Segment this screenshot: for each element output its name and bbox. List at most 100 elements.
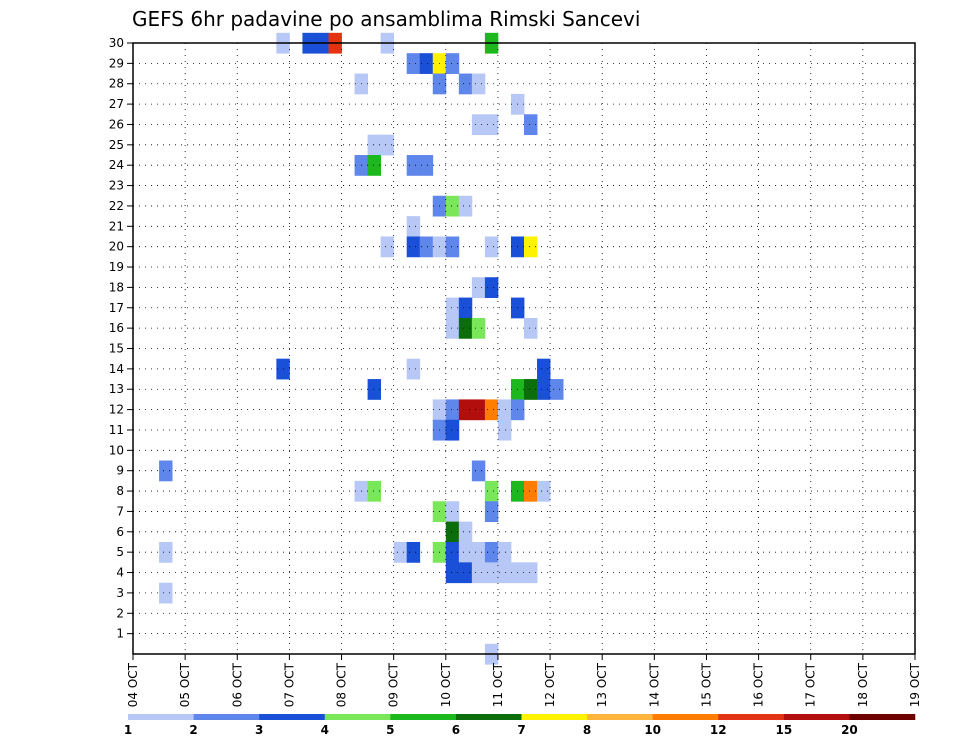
heatmap-cell	[445, 53, 460, 74]
colorbar-label: 7	[517, 723, 525, 737]
heatmap-cell	[445, 399, 460, 421]
x-tick-label: 08 OCT	[335, 662, 349, 707]
y-tick-label: 10	[109, 443, 124, 457]
heatmap-cell	[367, 379, 382, 400]
y-tick-label: 11	[109, 423, 124, 437]
y-tick-label: 28	[109, 77, 124, 91]
x-tick-label: 05 OCT	[178, 662, 192, 707]
heatmap-cell	[471, 562, 486, 584]
colorbar-swatch	[849, 714, 916, 720]
heatmap-cell	[406, 216, 421, 237]
heatmap-cell	[458, 73, 473, 95]
colorbar-swatch	[521, 714, 588, 720]
x-tick-label: 18 OCT	[856, 662, 870, 707]
colorbar-label: 20	[841, 723, 858, 737]
heatmap-cell	[445, 562, 460, 584]
colorbar-label: 2	[189, 723, 197, 737]
colorbar-label: 1	[124, 723, 132, 737]
heatmap-cell	[524, 562, 538, 584]
heatmap-cell	[406, 541, 421, 563]
y-tick-label: 12	[109, 403, 124, 417]
heatmap-cell	[471, 114, 486, 136]
heatmap-cell	[497, 419, 512, 441]
heatmap-cell	[471, 317, 486, 339]
heatmap-cell	[458, 541, 473, 563]
colorbar-label: 5	[386, 723, 394, 737]
heatmap-cell	[471, 277, 486, 298]
heatmap-cell	[458, 399, 473, 421]
heatmap-cell	[484, 277, 499, 298]
colorbar: 1 2 3 4 5 6 7 8 10 12 15 20	[124, 714, 916, 737]
y-tick-label: 20	[109, 240, 124, 254]
y-tick-label: 18	[109, 280, 124, 294]
heatmap-cell	[445, 195, 460, 217]
x-tick-label: 10 OCT	[439, 662, 453, 707]
colorbar-swatch	[259, 714, 326, 720]
x-tick-label: 13 OCT	[595, 662, 609, 707]
heatmap-cell	[367, 134, 382, 156]
heatmap-cell	[406, 53, 421, 74]
grid	[133, 42, 915, 654]
y-tick-label: 30	[109, 36, 124, 50]
colorbar-label: 6	[452, 723, 460, 737]
heatmap-cell	[445, 419, 460, 441]
y-tick-label: 8	[116, 484, 124, 498]
heatmap-cell	[159, 460, 173, 482]
heatmap-cell	[484, 399, 499, 421]
y-tick-label: 27	[109, 97, 124, 111]
colorbar-label: 10	[644, 723, 661, 737]
heatmap-cell	[484, 480, 499, 502]
y-tick-label: 17	[109, 301, 124, 315]
heatmap-cell	[537, 358, 551, 380]
heatmap-cell	[471, 399, 486, 421]
heatmap-cell	[471, 541, 486, 563]
heatmap-cell	[159, 541, 173, 563]
y-tick-label: 16	[109, 321, 124, 335]
x-tick-label: 12 OCT	[543, 662, 557, 707]
x-tick-label: 09 OCT	[387, 662, 401, 707]
x-tick-label: 04 OCT	[126, 662, 140, 707]
x-tick-label: 11 OCT	[491, 662, 505, 707]
heatmap-cell	[524, 379, 538, 400]
heatmap-cell	[367, 480, 382, 502]
heatmap-cell	[484, 562, 499, 584]
heatmap-cell	[458, 297, 473, 319]
y-tick-label: 24	[109, 158, 124, 172]
heatmap-cell	[497, 399, 512, 421]
y-tick-label: 29	[109, 56, 124, 70]
heatmap-cell	[524, 236, 538, 258]
heatmap-cell	[458, 317, 473, 339]
y-tick-label: 23	[109, 179, 124, 193]
y-tick-label: 5	[116, 545, 124, 559]
heatmap-cell	[419, 236, 434, 258]
heatmap-cell	[497, 562, 512, 584]
colorbar-label: 4	[321, 723, 329, 737]
colorbar-swatch	[390, 714, 457, 720]
heatmap-cell	[406, 358, 421, 380]
colorbar-label: 15	[775, 723, 792, 737]
colorbar-swatch	[455, 714, 522, 720]
colorbar-swatch	[652, 714, 719, 720]
y-tick-label: 25	[109, 138, 124, 152]
heatmap-cell	[458, 195, 473, 217]
colorbar-swatch	[128, 714, 194, 720]
x-tick-label: 14 OCT	[647, 662, 661, 707]
y-tick-label: 6	[116, 525, 124, 539]
chart-title: GEFS 6hr padavine po ansamblima Rimski S…	[132, 7, 640, 31]
y-tick-label: 7	[116, 504, 124, 518]
heatmap-cell	[537, 480, 551, 502]
heatmap-cell	[484, 236, 499, 258]
y-tick-label: 19	[109, 260, 124, 274]
y-tick-label: 26	[109, 117, 124, 131]
heatmap-cells	[159, 32, 564, 665]
heatmap-cell	[445, 317, 460, 339]
colorbar-swatch	[587, 714, 653, 720]
heatmap-cell	[445, 521, 460, 543]
heatmap-cell	[419, 155, 434, 176]
heatmap-cell	[380, 134, 395, 156]
heatmap-cell	[471, 460, 486, 482]
heatmap-cell	[159, 582, 173, 604]
heatmap-cell	[445, 297, 460, 319]
heatmap-cell	[406, 155, 421, 176]
